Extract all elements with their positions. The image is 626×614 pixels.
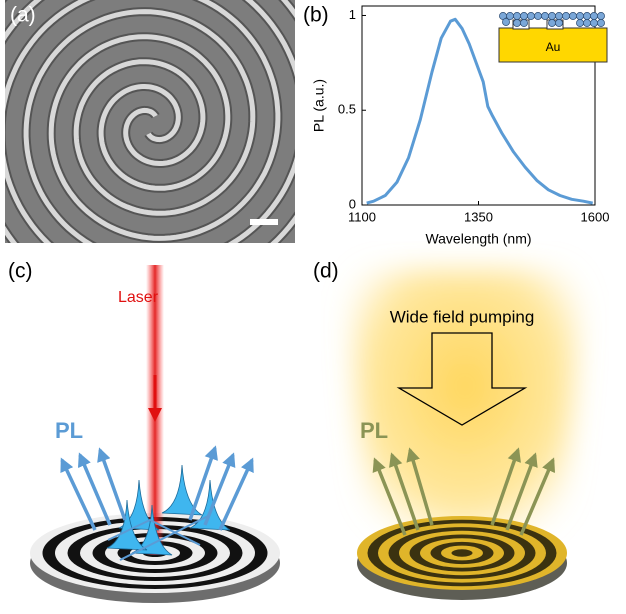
panel-label: (a) [10,4,36,27]
emission-line [107,514,211,561]
pl-arrow [77,452,112,526]
nanocrystal [534,12,542,20]
pump-label: Wide field pumping [390,307,535,326]
y-tick-label: 0 [349,196,356,211]
pump-arrow [396,332,528,426]
nanocrystal [502,18,510,26]
pl-arrow [97,447,127,521]
panel-label: (b) [303,4,329,27]
pl-arrows [372,447,556,536]
spiral-arm [5,0,295,243]
nanocrystal [569,12,577,20]
y-tick-label: 1 [349,7,356,22]
nanocrystal [590,12,598,20]
spectrum-line [366,17,594,205]
pl-arrow [519,457,556,536]
x-axis-label: Wavelength (nm) [425,231,531,247]
pl-label: PL [360,418,388,443]
panel-label: (d) [313,260,339,283]
pl-arrow [406,447,434,526]
nanocrystal [513,19,521,27]
nanocrystal [527,12,535,20]
nanocrystal [513,12,521,20]
inset-label: Au [546,40,561,54]
ring [451,549,473,557]
panel-label: (c) [8,260,33,283]
pl-arrows [60,445,254,561]
y-axis-label: PL (a.u.) [311,79,327,132]
nanocrystal [541,12,549,20]
pl-arrow [490,447,521,526]
emission-lobe [131,504,173,556]
nanocrystal [597,12,605,20]
nanocrystal [520,12,528,20]
nanocrystal [597,19,605,27]
pl-arrow [372,457,407,536]
nanocrystal [583,12,591,20]
spectrum-chart: 1100 1350 1600 0 0.5 1 Wavelength (nm) PL (a.u.… [311,5,610,247]
nanocrystal [555,12,563,20]
nanocrystal [548,19,556,27]
nanocrystal [555,19,563,27]
nanocrystal [520,19,528,27]
pl-arrow [188,445,218,521]
spiral-arm [5,0,295,243]
emission-lobe [161,464,203,516]
pl-arrow [505,452,538,531]
y-tick-label: 0.5 [338,102,356,117]
pl-arrow [389,452,420,531]
nanocrystal [583,19,591,27]
inset: Au [498,12,608,63]
nanocrystal [576,12,584,20]
disc-d [357,516,567,600]
pl-arrow [60,457,97,531]
nanocrystal [576,19,584,27]
nanocrystal [562,12,570,20]
x-tick-label: 1350 [464,209,493,224]
x-tick-label: 1100 [348,209,376,224]
nanocrystal [590,19,598,27]
pl-arrow [218,457,254,531]
laser-label: Laser [118,289,159,306]
pl-label: PL [55,418,83,443]
emission-lobe [106,499,148,551]
nanocrystal [548,12,556,20]
sem-image [5,0,295,243]
scale-bar [250,219,278,225]
x-tick-label: 1600 [581,209,610,224]
pl-arrow [203,452,236,526]
